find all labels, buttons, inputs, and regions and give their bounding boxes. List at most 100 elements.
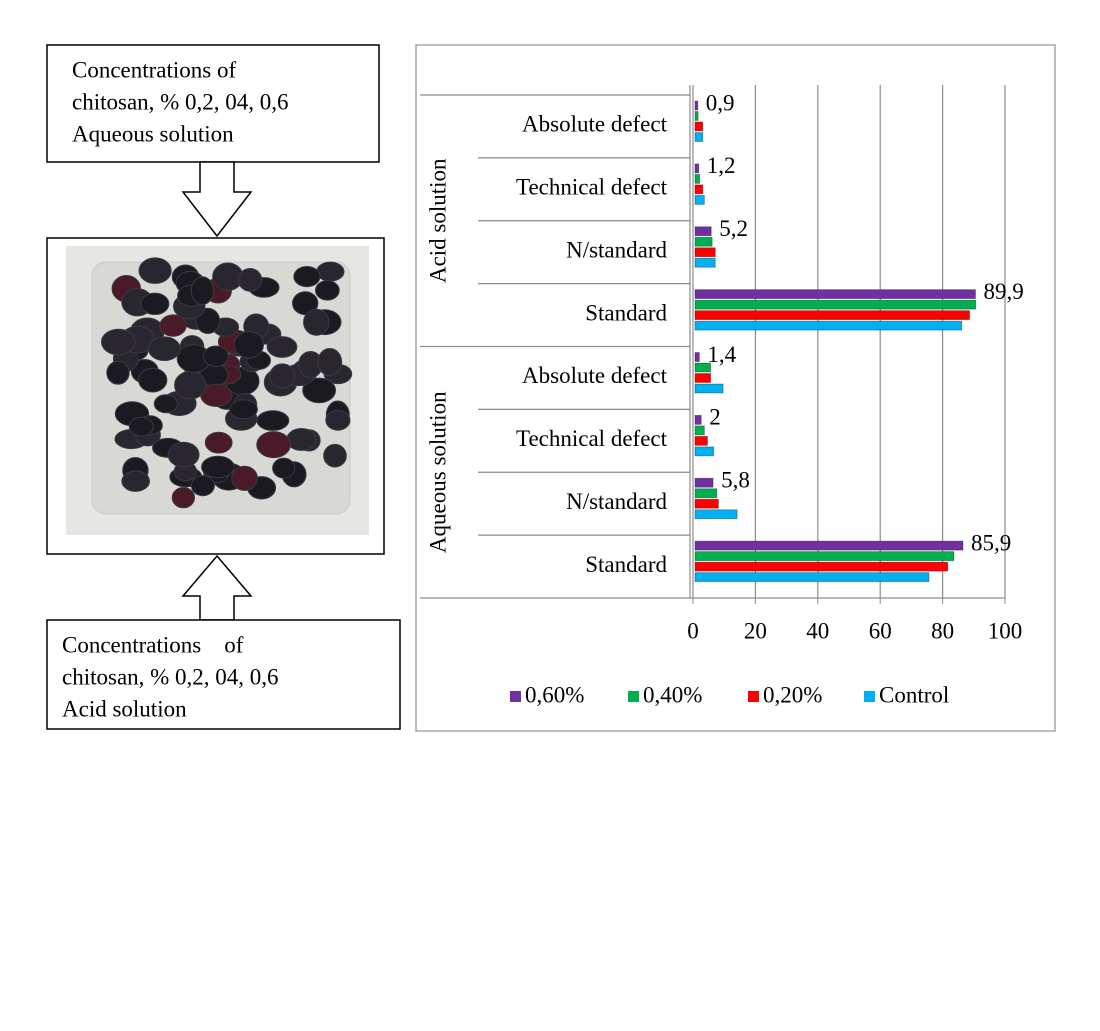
photo <box>66 246 369 535</box>
category-label: N/standard <box>566 489 667 514</box>
bar <box>694 509 738 520</box>
bar <box>694 320 963 331</box>
box-text: chitosan, % 0,2, 04, 0,6 <box>72 89 289 114</box>
berry <box>174 370 207 400</box>
bar <box>694 121 704 132</box>
legend-label: 0,20% <box>763 682 822 707</box>
box-text: Aqueous solution <box>72 121 234 146</box>
bar <box>694 257 716 268</box>
top-box <box>46 44 380 163</box>
x-tick-label: 100 <box>988 618 1023 643</box>
category-label: Technical defect <box>516 426 668 451</box>
value-label: 5,2 <box>719 216 748 241</box>
berry <box>292 291 319 316</box>
berry <box>202 345 229 367</box>
berry <box>138 257 172 284</box>
legend-swatch <box>510 691 521 702</box>
bar <box>694 498 719 509</box>
berry <box>106 360 130 385</box>
x-tick-label: 80 <box>931 618 954 643</box>
berry <box>256 410 290 431</box>
berry <box>266 336 298 358</box>
x-tick-label: 20 <box>744 618 767 643</box>
bar <box>694 446 715 457</box>
berry <box>256 431 291 459</box>
value-label: 1,4 <box>707 342 736 367</box>
bar <box>694 184 704 195</box>
box-text: Concentrations of <box>72 57 236 82</box>
box-text: Acid solution <box>62 696 187 721</box>
bar <box>694 100 699 111</box>
category-label: Standard <box>585 552 667 577</box>
berry <box>272 457 296 479</box>
berry <box>195 307 221 335</box>
value-label: 85,9 <box>971 530 1011 555</box>
legend-label: 0,40% <box>643 682 702 707</box>
category-label: Absolute defect <box>522 112 668 137</box>
legend-label: 0,60% <box>525 682 584 707</box>
berry <box>138 367 168 393</box>
berry <box>121 470 151 492</box>
berry <box>190 276 214 306</box>
bar <box>694 226 712 237</box>
bar <box>694 173 701 184</box>
bar <box>694 383 724 394</box>
legend-swatch <box>628 691 639 702</box>
bar <box>694 373 712 383</box>
x-tick-label: 0 <box>687 618 699 643</box>
x-tick-label: 60 <box>869 618 892 643</box>
berry <box>159 314 187 337</box>
value-label: 89,9 <box>983 279 1023 304</box>
berry <box>128 416 154 437</box>
box-text: chitosan, % 0,2, 04, 0,6 <box>62 664 279 689</box>
bar <box>694 477 714 488</box>
bar <box>694 247 716 258</box>
arrow-down <box>181 161 253 238</box>
bottom-box <box>46 619 401 730</box>
berry <box>190 475 215 497</box>
value-label: 0,9 <box>706 90 735 115</box>
bar <box>694 289 976 300</box>
bar <box>694 132 704 142</box>
berry <box>269 363 296 389</box>
category-label: Technical defect <box>516 175 668 200</box>
berry <box>303 308 330 336</box>
bar <box>694 310 970 321</box>
berry <box>231 465 258 491</box>
group-label: Aqueous solution <box>425 391 450 553</box>
bar <box>694 425 705 436</box>
bar <box>694 111 699 121</box>
berry <box>323 443 347 468</box>
bar <box>694 362 712 373</box>
chart: 0 20 40 60 80 100 Absolute defect Technical def… <box>420 85 1024 707</box>
berry <box>153 394 178 414</box>
bar <box>694 572 930 583</box>
category-label: Absolute defect <box>522 363 668 388</box>
berry <box>229 399 258 420</box>
berry <box>167 441 200 468</box>
berry <box>140 292 170 316</box>
berry <box>293 265 321 288</box>
berry <box>204 431 233 454</box>
legend-label: Control <box>879 682 949 707</box>
berry <box>201 455 235 479</box>
bar <box>694 163 700 174</box>
berry <box>317 347 343 377</box>
berry <box>286 428 317 451</box>
berry <box>237 267 263 292</box>
berry <box>325 409 351 431</box>
bar <box>694 299 977 310</box>
bar <box>694 540 964 551</box>
legend-swatch <box>864 691 875 702</box>
berry <box>233 331 264 359</box>
berry <box>147 336 181 362</box>
chart-frame <box>415 44 1056 732</box>
category-label: Standard <box>585 300 667 325</box>
berry <box>302 377 337 404</box>
berry <box>101 328 136 356</box>
bar <box>694 561 949 572</box>
berry <box>315 280 340 301</box>
bar <box>694 194 705 205</box>
